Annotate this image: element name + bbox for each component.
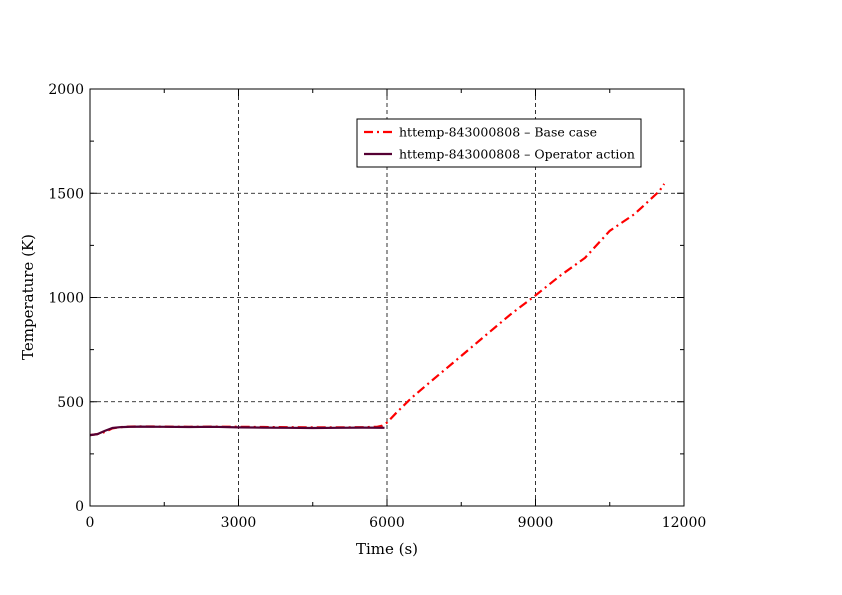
x-tick-label: 12000 <box>662 515 707 531</box>
y-axis-title: Temperature (K) <box>19 234 37 360</box>
x-tick-label: 3000 <box>221 515 257 531</box>
y-tick-label: 2000 <box>48 82 84 98</box>
legend-box <box>356 118 642 168</box>
legend: httemp-843000808 – Base case httemp-8430… <box>356 118 642 168</box>
grid-lines <box>90 89 684 506</box>
x-tick-label: 9000 <box>518 515 554 531</box>
axis-ticks <box>89 88 685 507</box>
y-tick-label: 1500 <box>48 186 84 202</box>
legend-label-base-case: httemp-843000808 – Base case <box>399 125 597 140</box>
x-tick-label: 6000 <box>369 515 405 531</box>
x-tick-label: 0 <box>86 515 95 531</box>
x-axis-title: Time (s) <box>356 540 418 558</box>
y-tick-label: 500 <box>57 395 84 411</box>
y-tick-label: 0 <box>75 499 84 515</box>
axis-tick-labels: 0 3000 6000 9000 12000 0 500 1000 1500 2000 <box>48 82 706 531</box>
y-tick-label: 1000 <box>48 291 84 307</box>
series-group <box>89 183 666 437</box>
series-line-operator-action <box>89 425 385 437</box>
legend-label-operator-action: httemp-843000808 – Operator action <box>399 147 635 162</box>
